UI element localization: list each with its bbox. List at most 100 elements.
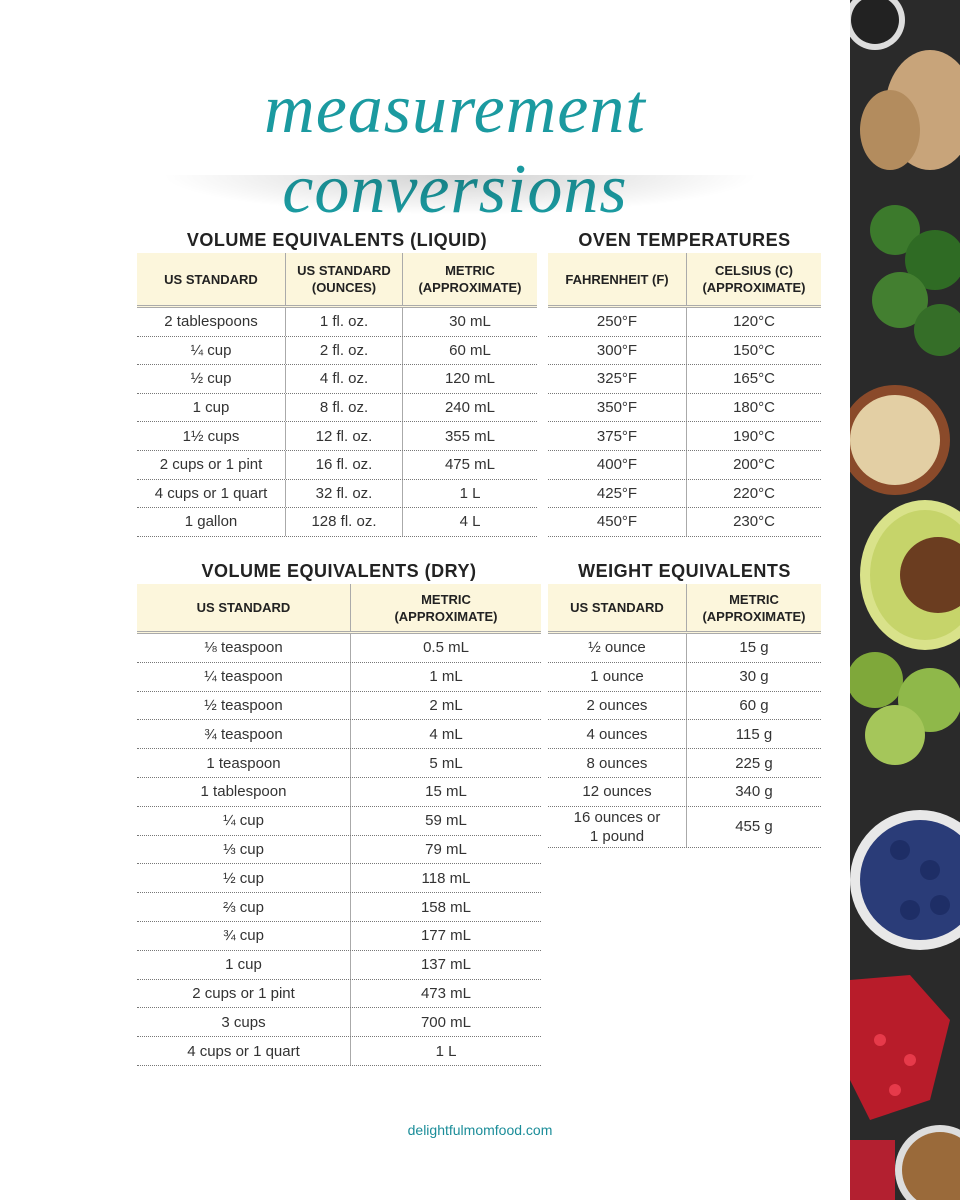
table-row: ½ cup 118 mL [137, 864, 541, 894]
column-header: US STANDARD (OUNCES) [285, 253, 402, 305]
table-cell: 1 mL [350, 662, 541, 691]
table-cell: 79 mL [350, 835, 541, 864]
table-row: 8 ounces 225 g [548, 749, 821, 778]
table-row: ½ teaspoon 2 mL [137, 691, 541, 721]
table-row: 3 cups 700 mL [137, 1008, 541, 1038]
table-row: 1 gallon 128 fl. oz. 4 L [137, 508, 537, 537]
table-cell: 30 g [686, 662, 821, 691]
table-cell: 8 fl. oz. [285, 393, 402, 422]
column-header: METRIC (APPROXIMATE) [686, 584, 821, 631]
table-cell: ¼ cup [223, 812, 264, 830]
table: WEIGHT EQUIVALENTS US STANDARD METRIC (APP… [548, 558, 821, 849]
table-cell: 1½ cups [182, 427, 240, 445]
table-row: 350°F 180°C [548, 393, 821, 423]
table-cell: 59 mL [350, 806, 541, 835]
table-cell: 128 fl. oz. [285, 508, 402, 536]
table-cell: 3 cups [221, 1013, 266, 1031]
table-cell: 230°C [686, 508, 821, 536]
header-row: FAHRENHEIT (F) CELSIUS (C) (APPROXIMATE) [548, 253, 821, 308]
table-cell: 8 ounces [586, 754, 648, 772]
table-cell: 120°C [686, 308, 821, 336]
table-row: 4 ounces 115 g [548, 720, 821, 750]
table-cell: 12 ounces [582, 783, 652, 801]
table-cell: 2 fl. oz. [285, 336, 402, 365]
table-cell: 16 ounces or 1 pound [573, 808, 661, 845]
table-cell: 455 g [686, 806, 821, 848]
table-cell: 1 fl. oz. [285, 308, 402, 336]
table-cell: 30 mL [402, 308, 537, 336]
table-cell: 60 g [686, 691, 821, 720]
table-cell: 2 ounces [586, 696, 648, 714]
table-cell: 190°C [686, 422, 821, 450]
table-cell: 1 cup [192, 399, 230, 417]
table-row: 2 cups or 1 pint 16 fl. oz. 475 mL [137, 450, 537, 480]
table-row: 2 tablespoons 1 fl. oz. 30 mL [137, 308, 537, 337]
table-cell: 118 mL [350, 864, 541, 893]
table-cell: 2 cups or 1 pint [192, 984, 295, 1002]
table-cell: 0.5 mL [350, 634, 541, 662]
table-cell: 425°F [596, 484, 638, 502]
table-cell: 12 fl. oz. [285, 422, 402, 450]
table-cell: ¾ cup [223, 927, 264, 945]
food-photo-strip [850, 0, 960, 1200]
table-cell: 700 mL [350, 1008, 541, 1037]
table-row: 1 cup 8 fl. oz. 240 mL [137, 393, 537, 423]
column-header: US STANDARD [196, 600, 291, 615]
table-cell: 355 mL [402, 422, 537, 450]
table-cell: 340 g [686, 777, 821, 806]
table-cell: 220°C [686, 479, 821, 508]
table-row: ⅔ cup 158 mL [137, 893, 541, 922]
column-header: US STANDARD [570, 600, 664, 615]
column-header: METRIC (APPROXIMATE) [350, 584, 541, 631]
table-row: 1 teaspoon 5 mL [137, 749, 541, 778]
table-row: ⅓ cup 79 mL [137, 835, 541, 865]
title: measurement conversions [264, 71, 646, 228]
table-cell: ¾ teaspoon [204, 725, 283, 743]
table-cell: ½ cup [190, 370, 232, 388]
table-cell: 4 ounces [586, 725, 648, 743]
table-title: OVEN TEMPERATURES [578, 230, 791, 250]
footer-link[interactable]: delightfulmomfood.com [407, 1122, 553, 1138]
header-row: US STANDARD US STANDARD (OUNCES) METRIC (A… [137, 253, 537, 308]
table-cell: 2 cups or 1 pint [159, 456, 263, 474]
table-row: 4 cups or 1 quart 32 fl. oz. 1 L [137, 479, 537, 509]
table-cell: 1 teaspoon [206, 754, 281, 772]
column-header: US STANDARD [164, 271, 258, 287]
table-cell: 165°C [686, 365, 821, 393]
table-title: WEIGHT EQUIVALENTS [578, 561, 791, 581]
table-row: 12 ounces 340 g [548, 777, 821, 807]
table-cell: ¼ teaspoon [204, 668, 283, 686]
table-cell: 4 cups or 1 quart [187, 1042, 300, 1060]
table-cell: 4 L [402, 508, 537, 536]
table-row: ⅛ teaspoon 0.5 mL [137, 634, 541, 663]
table-row: 425°F 220°C [548, 479, 821, 509]
table: VOLUME EQUIVALENTS (DRY) US STANDARD METRI… [137, 558, 541, 1066]
table-row: ½ ounce 15 g [548, 634, 821, 663]
table-cell: ½ teaspoon [204, 696, 283, 714]
title-shadow [160, 175, 760, 215]
table-cell: 15 mL [350, 777, 541, 806]
table-row: ¼ cup 59 mL [137, 806, 541, 836]
table-cell: 1 ounce [590, 668, 644, 686]
table: VOLUME EQUIVALENTS (LIQUID) US STANDARD US… [137, 227, 537, 537]
table-cell: ⅓ cup [223, 840, 264, 858]
table-cell: 32 fl. oz. [285, 479, 402, 508]
table-cell: 158 mL [350, 893, 541, 921]
table-cell: 300°F [596, 341, 638, 359]
table-cell: 1 L [350, 1037, 541, 1065]
table-row: 325°F 165°C [548, 365, 821, 394]
table-row: ½ cup 4 fl. oz. 120 mL [137, 365, 537, 394]
column-header: METRIC (APPROXIMATE) [402, 253, 537, 305]
table-cell: 240 mL [402, 393, 537, 422]
table-row: 16 ounces or 1 pound 455 g [548, 806, 821, 849]
table-cell: 4 mL [350, 720, 541, 749]
table-cell: ½ ounce [588, 639, 646, 657]
header-row: US STANDARD METRIC (APPROXIMATE) [548, 584, 821, 634]
table-cell: ½ cup [223, 869, 264, 887]
column-header: CELSIUS (C) (APPROXIMATE) [686, 253, 821, 305]
table-row: ¼ cup 2 fl. oz. 60 mL [137, 336, 537, 366]
table-cell: 137 mL [350, 950, 541, 979]
table-cell: 350°F [596, 399, 638, 417]
table-cell: 5 mL [350, 749, 541, 777]
